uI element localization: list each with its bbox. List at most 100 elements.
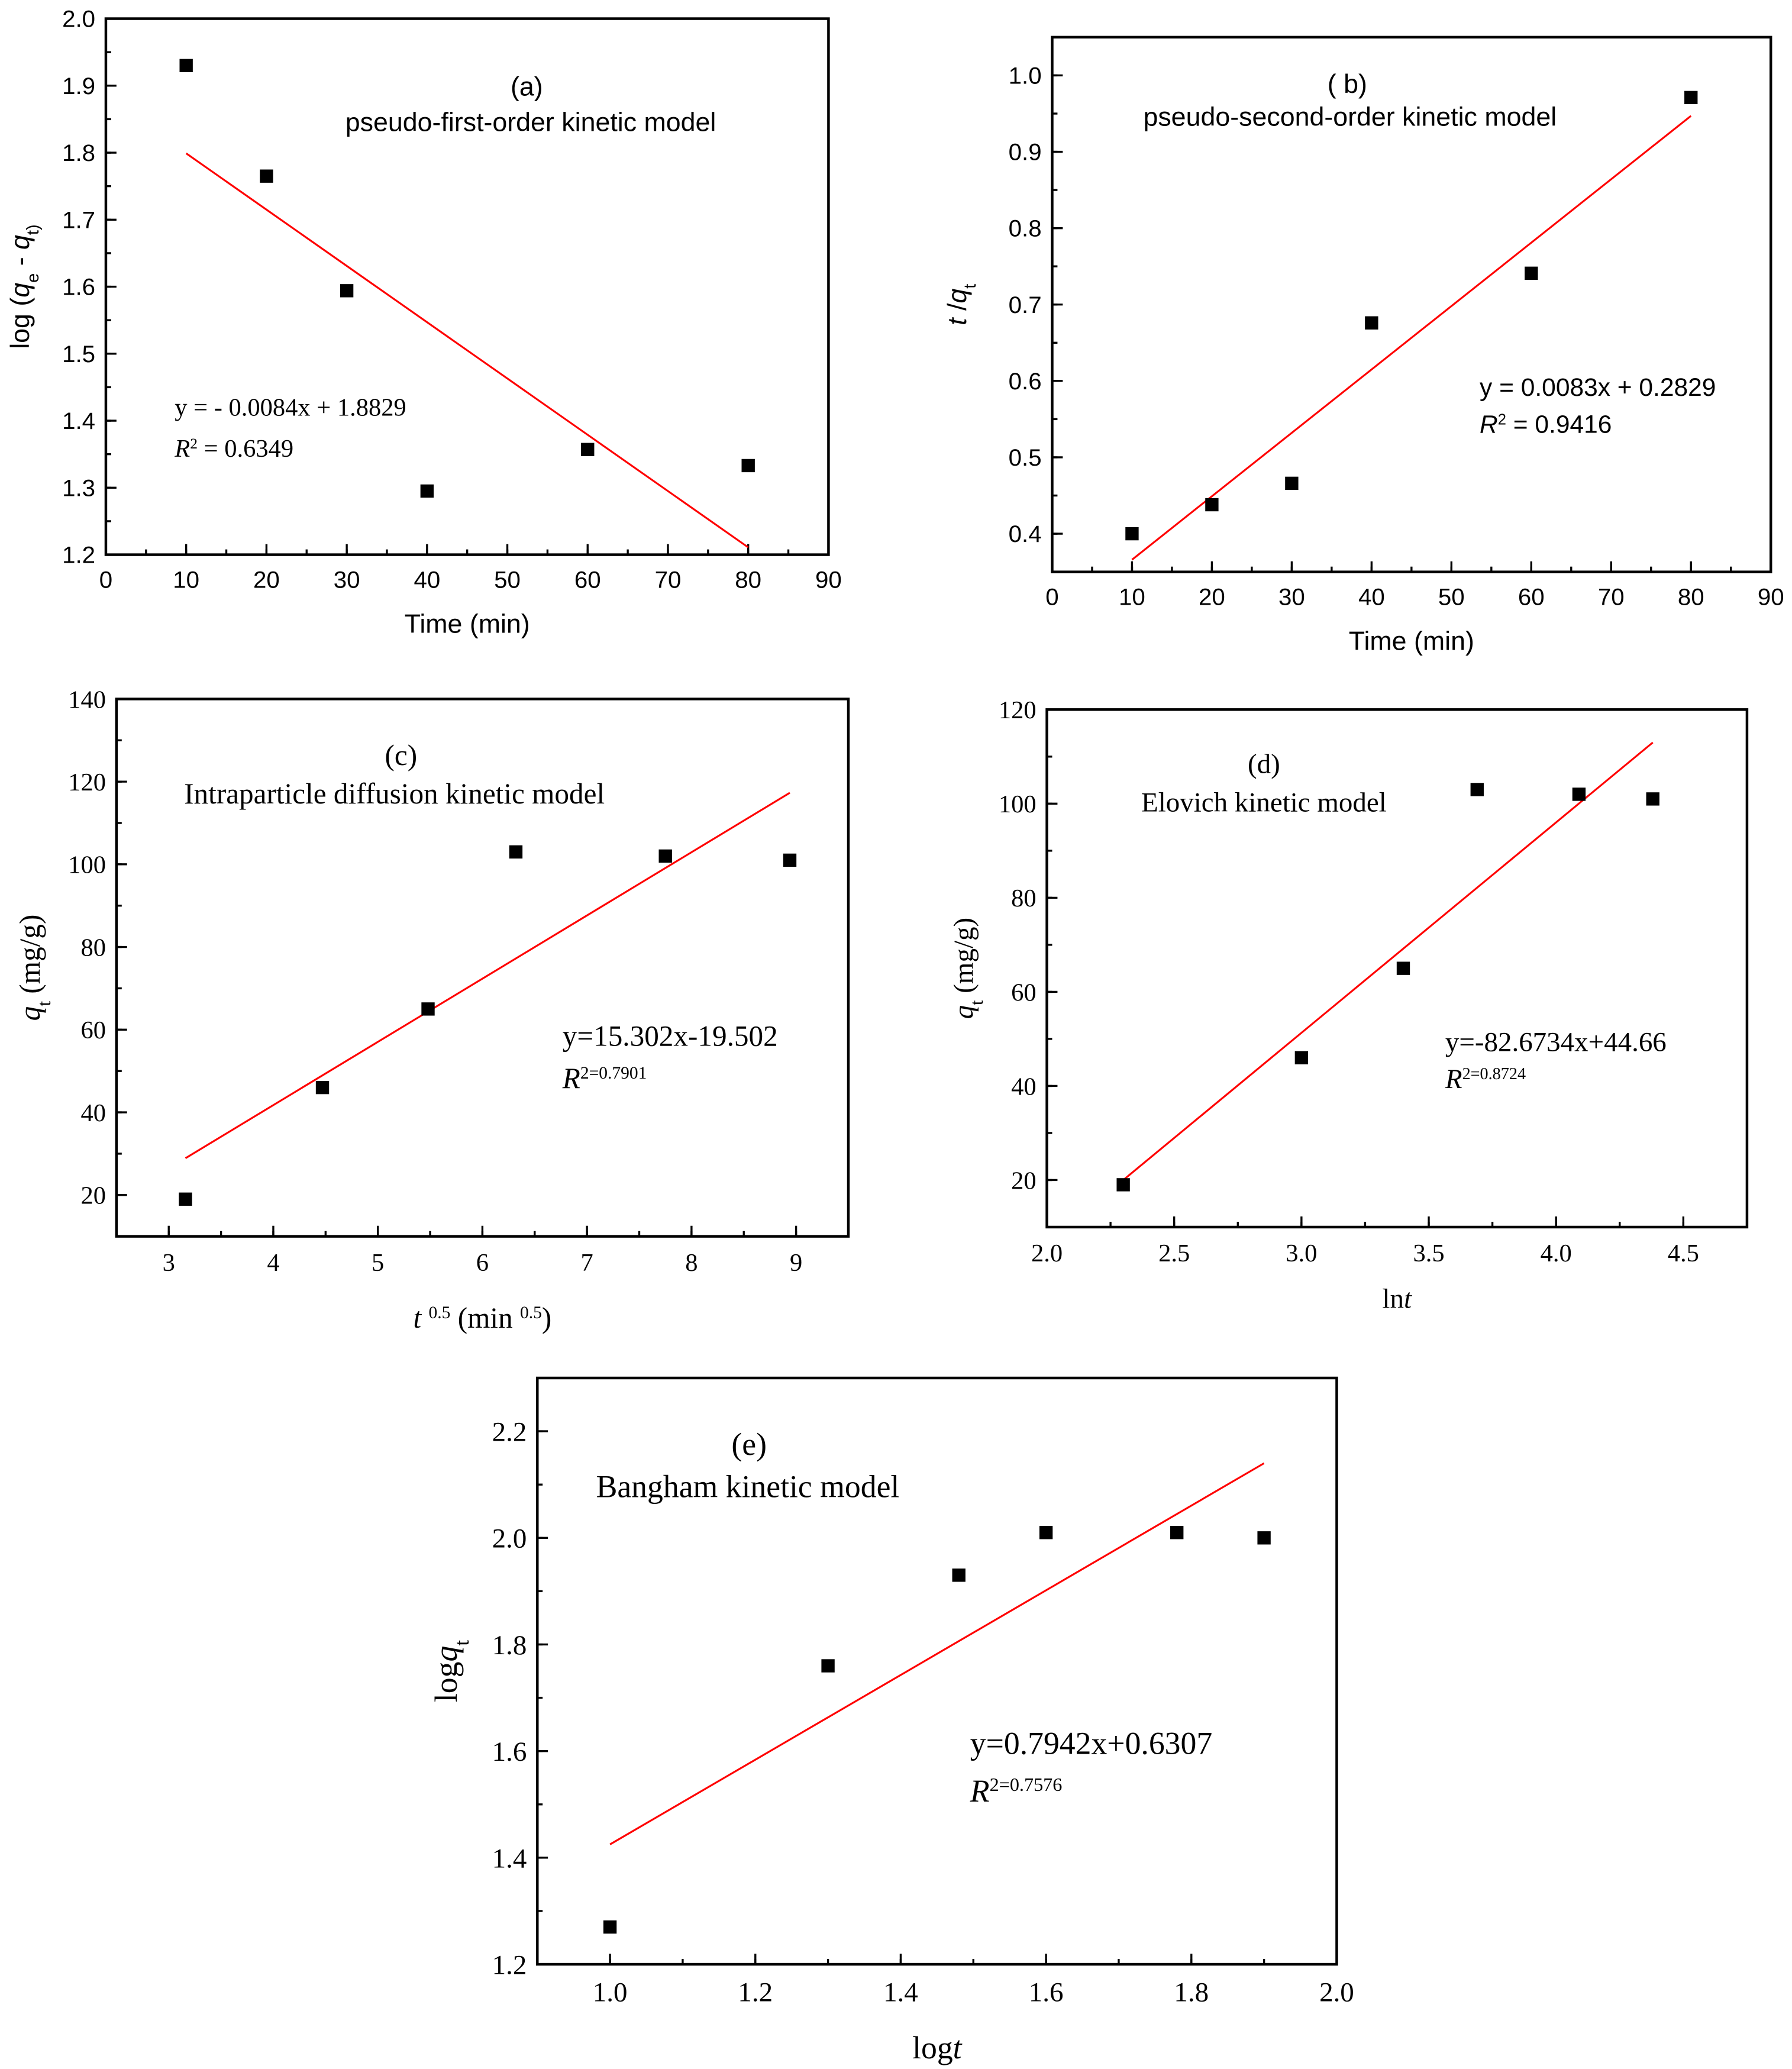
y-axis-label: qt (mg/g)	[14, 915, 54, 1021]
data-point	[1470, 783, 1484, 796]
y-tick-label: 140	[68, 686, 106, 714]
x-tick-label: 7	[581, 1249, 593, 1277]
y-tick-label: 0.9	[1009, 139, 1042, 166]
x-tick-label: 1.6	[1029, 1977, 1064, 2008]
panel-subtitle: Bangham kinetic model	[596, 1468, 900, 1504]
panel-e: 1.0 1.2 1.4 1.6 1.8 2.0 1.2 1.4 1.6 1.8 2.0 2.2 logt…	[428, 1376, 1354, 2065]
y-tick-label: 20	[80, 1182, 106, 1210]
x-tick-label: 40	[1358, 584, 1385, 611]
data-point	[952, 1568, 966, 1582]
y-tick-label: 0.8	[1009, 215, 1042, 242]
data-point	[1525, 266, 1538, 280]
x-tick-label: 10	[173, 566, 199, 593]
x-tick-label: 60	[574, 566, 601, 593]
fit-line	[1122, 741, 1654, 1181]
y-tick-label: 1.3	[62, 475, 95, 501]
data-point	[1125, 527, 1139, 541]
data-point	[509, 845, 523, 859]
data-point	[1396, 961, 1410, 975]
data-point	[179, 59, 193, 73]
x-tick-label: 2.5	[1158, 1240, 1190, 1267]
x-tick-label: 5	[372, 1249, 384, 1277]
x-axis-label: logt	[912, 2030, 963, 2065]
x-tick-label: 70	[1598, 584, 1625, 611]
y-tick-label: 80	[1011, 885, 1037, 912]
y-tick-label: 2.2	[492, 1417, 527, 1448]
x-tick-label: 60	[1518, 584, 1545, 611]
x-tick-label: 30	[1278, 584, 1305, 611]
panel-subtitle: pseudo-second-order kinetic model	[1143, 102, 1557, 132]
panel-title: (a)	[511, 72, 543, 101]
data-point	[658, 849, 672, 863]
y-tick-label: 1.0	[1009, 63, 1042, 89]
x-tick-label: 4	[267, 1249, 279, 1277]
data-point	[1285, 476, 1299, 490]
data-point	[741, 459, 755, 473]
fit-equation: y = 0.0083x + 0.2829	[1480, 374, 1716, 402]
y-tick-label: 0.5	[1009, 444, 1042, 471]
data-point	[1365, 316, 1378, 330]
r-squared-label: R2 = 0.9416	[1480, 411, 1612, 439]
y-axis-label: logqt	[428, 1640, 473, 1702]
y-tick-label: 1.9	[62, 73, 95, 99]
x-tick-label: 30	[334, 566, 360, 593]
fit-line	[1131, 115, 1692, 561]
y-tick-label: 40	[1011, 1073, 1037, 1100]
data-point	[783, 853, 797, 867]
x-tick-label: 10	[1119, 584, 1145, 611]
data-point	[315, 1080, 330, 1095]
fit-equation: y=15.302x-19.502	[563, 1020, 778, 1053]
y-tick-label: 1.6	[62, 274, 95, 301]
fit-equation: y=-82.6734x+44.66	[1445, 1027, 1667, 1057]
x-tick-label: 2.0	[1031, 1240, 1063, 1267]
data-point	[1116, 1178, 1130, 1192]
x-tick-label: 90	[1758, 584, 1784, 611]
x-axis-label: lnt	[1382, 1283, 1412, 1314]
x-tick-label: 0	[1045, 584, 1058, 611]
fit-line	[609, 1462, 1265, 1845]
panel-title: (c)	[385, 739, 418, 772]
y-tick-label: 100	[68, 851, 106, 879]
x-tick-label: 1.0	[593, 1977, 628, 2008]
panel-subtitle: Intraparticle diffusion kinetic model	[184, 777, 605, 810]
fit-equation: y=0.7942x+0.6307	[970, 1725, 1212, 1761]
panel-subtitle: pseudo-first-order kinetic model	[346, 108, 716, 137]
x-tick-label: 1.8	[1174, 1977, 1209, 2008]
x-tick-label: 8	[685, 1249, 698, 1277]
x-tick-label: 4.0	[1541, 1240, 1572, 1267]
r-squared-label: R2=0.7901	[562, 1062, 647, 1095]
x-tick-label: 80	[1678, 584, 1704, 611]
y-tick-label: 80	[80, 934, 106, 961]
data-point	[1684, 91, 1698, 105]
x-tick-label: 6	[476, 1249, 489, 1277]
y-tick-label: 1.2	[62, 542, 95, 569]
y-tick-label: 0.4	[1009, 521, 1042, 547]
data-point	[1039, 1526, 1053, 1539]
x-axis-label: Time (min)	[405, 609, 530, 639]
x-tick-label: 4.5	[1668, 1240, 1699, 1267]
data-point	[1646, 792, 1659, 806]
panel-b: 0 10 20 30 40 50 60 70 80 90 0.4 0.5 0.6 0.7 0.8 0.9 1.0…	[942, 35, 1784, 656]
panel-title: (e)	[731, 1426, 767, 1462]
y-tick-label: 1.4	[492, 1843, 527, 1874]
y-tick-label: 60	[80, 1016, 106, 1044]
data-point	[821, 1659, 835, 1673]
y-tick-label: 2.0	[62, 6, 95, 33]
x-tick-label: 3.0	[1286, 1240, 1317, 1267]
data-point	[1205, 498, 1219, 512]
x-tick-label: 20	[253, 566, 280, 593]
x-tick-label: 40	[414, 566, 440, 593]
data-point	[1294, 1051, 1309, 1064]
x-axis-label: t 0.5 (min 0.5)	[414, 1302, 552, 1334]
x-tick-label: 3.5	[1413, 1240, 1444, 1267]
y-tick-label: 0.6	[1009, 368, 1042, 395]
x-tick-label: 2.0	[1319, 1977, 1354, 2008]
data-point	[421, 1002, 435, 1016]
r-squared-label: R2=0.8724	[1445, 1064, 1526, 1095]
x-tick-label: 90	[815, 566, 842, 593]
x-tick-label: 70	[655, 566, 682, 593]
data-point	[179, 1192, 192, 1206]
data-point	[1170, 1526, 1184, 1539]
y-tick-label: 120	[68, 769, 106, 796]
